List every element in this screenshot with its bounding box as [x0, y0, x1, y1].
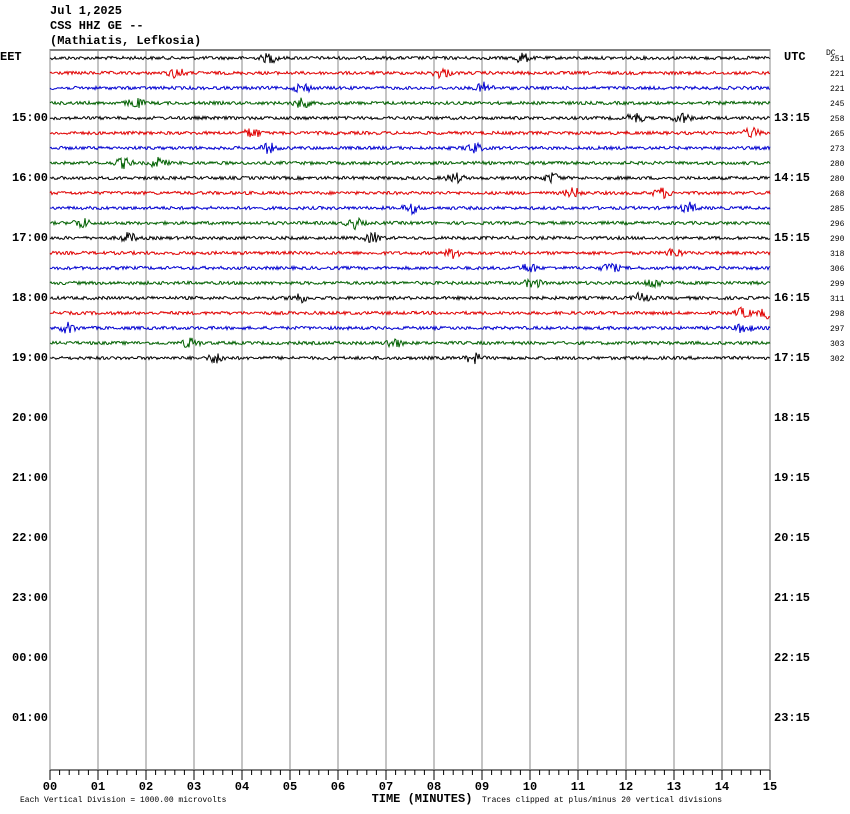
- dc-value: 306: [830, 265, 845, 274]
- left-time: 16:00: [12, 171, 48, 185]
- trace: [49, 126, 771, 139]
- left-time: 19:00: [12, 351, 48, 365]
- x-tick-label: 00: [43, 780, 57, 794]
- left-time: 00:00: [12, 651, 48, 665]
- right-time: 22:15: [774, 651, 810, 665]
- trace: [49, 112, 771, 123]
- left-time: 17:00: [12, 231, 48, 245]
- dc-label: DC: [826, 49, 836, 58]
- dc-value: 258: [830, 115, 845, 124]
- right-time: 15:15: [774, 231, 810, 245]
- x-tick-label: 12: [619, 780, 633, 794]
- right-time: 23:15: [774, 711, 810, 725]
- x-tick-label: 04: [235, 780, 249, 794]
- dc-value: 302: [830, 355, 845, 364]
- x-tick-label: 11: [571, 780, 585, 794]
- dc-value: 303: [830, 340, 845, 349]
- trace: [50, 216, 770, 231]
- dc-value: 245: [830, 100, 845, 109]
- dc-value: 290: [830, 235, 845, 244]
- x-tick-label: 07: [379, 780, 393, 794]
- plot-frame: [49, 49, 771, 771]
- right-time: 17:15: [774, 351, 810, 365]
- header-line: CSS HHZ GE --: [50, 19, 144, 33]
- right-time: 19:15: [774, 471, 810, 485]
- x-tick-label: 01: [91, 780, 105, 794]
- trace: [49, 201, 771, 216]
- trace: [49, 156, 771, 170]
- dc-value: 268: [830, 190, 845, 199]
- trace: [49, 81, 771, 94]
- right-zone: UTC: [784, 50, 806, 64]
- dc-value: 280: [830, 160, 845, 169]
- trace: [49, 97, 771, 108]
- trace: [49, 52, 771, 64]
- dc-value: 221: [830, 85, 845, 94]
- x-tick-label: 05: [283, 780, 297, 794]
- x-tick-label: 13: [667, 780, 681, 794]
- dc-value: 318: [830, 250, 845, 259]
- trace: [49, 231, 771, 243]
- x-axis-title: TIME (MINUTES): [372, 792, 473, 806]
- x-tick-label: 10: [523, 780, 537, 794]
- trace: [49, 67, 771, 80]
- trace: [49, 337, 771, 349]
- footer-right: Traces clipped at plus/minus 20 vertical…: [482, 796, 722, 805]
- footer-left: Each Vertical Division = 1000.00 microvo…: [20, 796, 227, 805]
- trace: [49, 141, 771, 154]
- trace: [49, 247, 771, 259]
- dc-value: 285: [830, 205, 845, 214]
- right-time: 21:15: [774, 591, 810, 605]
- dc-value: 251: [830, 55, 845, 64]
- right-time: 18:15: [774, 411, 810, 425]
- header-line: Jul 1,2025: [50, 4, 122, 18]
- left-time: 22:00: [12, 531, 48, 545]
- dc-value: 299: [830, 280, 845, 289]
- left-time: 23:00: [12, 591, 48, 605]
- trace: [49, 277, 771, 290]
- trace: [49, 321, 771, 334]
- trace: [49, 306, 771, 320]
- x-tick-label: 02: [139, 780, 153, 794]
- dc-value: 221: [830, 70, 845, 79]
- x-tick-label: 14: [715, 780, 729, 794]
- trace: [50, 352, 771, 365]
- dc-value: 273: [830, 145, 845, 154]
- left-time: 21:00: [12, 471, 48, 485]
- x-tick-label: 15: [763, 780, 777, 794]
- trace: [49, 262, 771, 273]
- x-tick-label: 09: [475, 780, 489, 794]
- dc-value: 311: [830, 295, 845, 304]
- left-time: 18:00: [12, 291, 48, 305]
- trace: [49, 291, 771, 304]
- right-time: 13:15: [774, 111, 810, 125]
- trace: [49, 172, 771, 185]
- left-time: 15:00: [12, 111, 48, 125]
- dc-value: 280: [830, 175, 845, 184]
- dc-value: 297: [830, 325, 845, 334]
- dc-value: 298: [830, 310, 845, 319]
- left-zone: EET: [0, 50, 22, 64]
- right-time: 20:15: [774, 531, 810, 545]
- dc-value: 296: [830, 220, 845, 229]
- left-time: 20:00: [12, 411, 48, 425]
- dc-value: 265: [830, 130, 845, 139]
- right-time: 16:15: [774, 291, 810, 305]
- right-time: 14:15: [774, 171, 810, 185]
- left-time: 01:00: [12, 711, 48, 725]
- x-tick-label: 06: [331, 780, 345, 794]
- header-line: (Mathiatis, Lefkosia): [50, 34, 201, 48]
- trace: [49, 187, 771, 200]
- x-tick-label: 08: [427, 780, 441, 794]
- x-tick-label: 03: [187, 780, 201, 794]
